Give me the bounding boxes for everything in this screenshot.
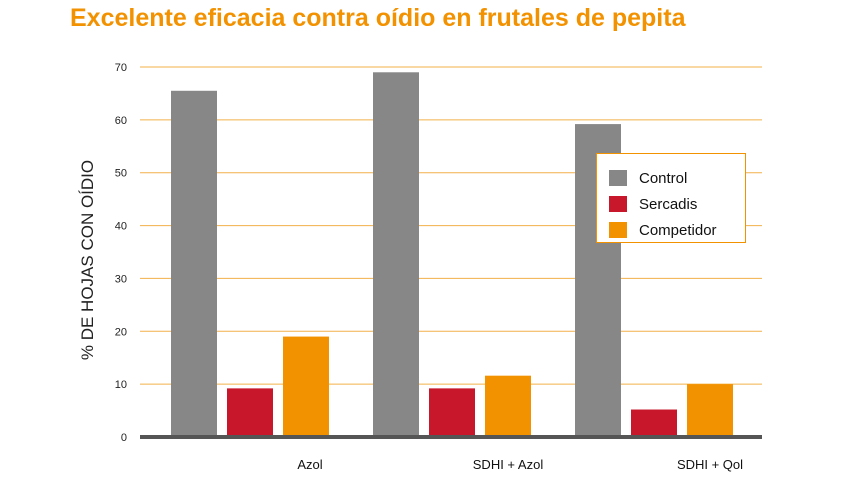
legend-swatch bbox=[609, 222, 627, 238]
y-tick-label: 30 bbox=[115, 273, 127, 285]
x-axis-tick-labels: Azol SDHI + Azol SDHI + Qol bbox=[297, 457, 743, 472]
y-tick-label: 60 bbox=[115, 115, 127, 127]
y-tick-label: 0 bbox=[121, 432, 127, 444]
legend-swatch bbox=[609, 196, 627, 212]
bar-competidor-3 bbox=[687, 384, 733, 437]
legend: Control Sercadis Competidor bbox=[596, 153, 746, 243]
y-tick-label: 20 bbox=[115, 326, 127, 338]
x-tick-label: Azol bbox=[297, 457, 322, 472]
legend-entry-sercadis: Sercadis bbox=[609, 192, 745, 216]
bars bbox=[171, 72, 733, 438]
y-tick-label: 70 bbox=[115, 62, 127, 74]
bar-sercadis-1 bbox=[227, 388, 273, 437]
y-tick-label: 40 bbox=[115, 221, 127, 233]
y-tick-label: 50 bbox=[115, 168, 127, 180]
y-tick-label: 10 bbox=[115, 379, 127, 391]
bar-control-1 bbox=[171, 90, 217, 438]
legend-swatch bbox=[609, 170, 627, 186]
y-axis-tick-labels: 0 10 20 30 40 50 60 70 bbox=[115, 62, 127, 444]
gridlines bbox=[140, 66, 762, 385]
bar-sercadis-2 bbox=[429, 388, 475, 437]
bar-competidor-2 bbox=[485, 375, 531, 437]
x-tick-label: SDHI + Azol bbox=[473, 457, 544, 472]
bar-competidor-1 bbox=[283, 336, 329, 437]
chart-title: Excelente eficacia contra oídio en fruta… bbox=[70, 4, 686, 32]
legend-label: Sercadis bbox=[639, 195, 698, 213]
x-tick-label: SDHI + Qol bbox=[677, 457, 743, 472]
bar-control-2 bbox=[373, 72, 419, 438]
legend-entry-competidor: Competidor bbox=[609, 218, 745, 242]
bar-sercadis-3 bbox=[631, 409, 677, 437]
legend-entry-control: Control bbox=[609, 166, 745, 190]
y-axis-label: % DE HOJAS CON OÍDIO bbox=[78, 159, 97, 361]
legend-label: Control bbox=[639, 169, 688, 187]
legend-label: Competidor bbox=[639, 221, 717, 239]
